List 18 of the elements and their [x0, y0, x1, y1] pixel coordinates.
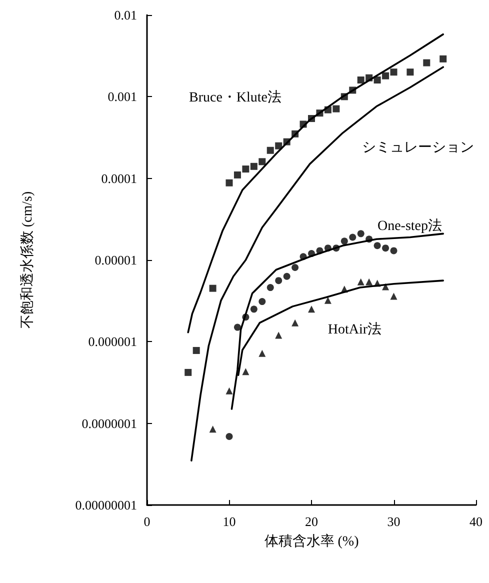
x-axis-title: 体積含水率 (%) [264, 534, 360, 550]
series-label: One-step法 [377, 218, 442, 234]
x-tick-label: 10 [222, 514, 236, 529]
series-label: シミュレーション [362, 140, 474, 156]
y-tick-label: 0.001 [108, 89, 137, 104]
y-axis-title: 不飽和透水係数 (cm/s) [20, 191, 36, 329]
y-tick-label: 0.00001 [94, 252, 137, 268]
y-tick-label: 0.00000001 [75, 498, 137, 512]
series-label: HotAir法 [328, 322, 382, 338]
x-tick-label: 0 [144, 514, 150, 529]
y-tick-label: 0.000001 [88, 334, 137, 350]
x-tick-label: 30 [387, 514, 400, 529]
y-tick-label: 0.01 [114, 8, 137, 22]
series-label: Bruce・Klute法 [188, 89, 282, 106]
y-tick-label: 0.0000001 [82, 416, 137, 431]
x-tick-label: 20 [305, 514, 318, 529]
x-tick-label: 40 [470, 514, 482, 529]
y-tick-label: 0.0001 [101, 170, 137, 186]
